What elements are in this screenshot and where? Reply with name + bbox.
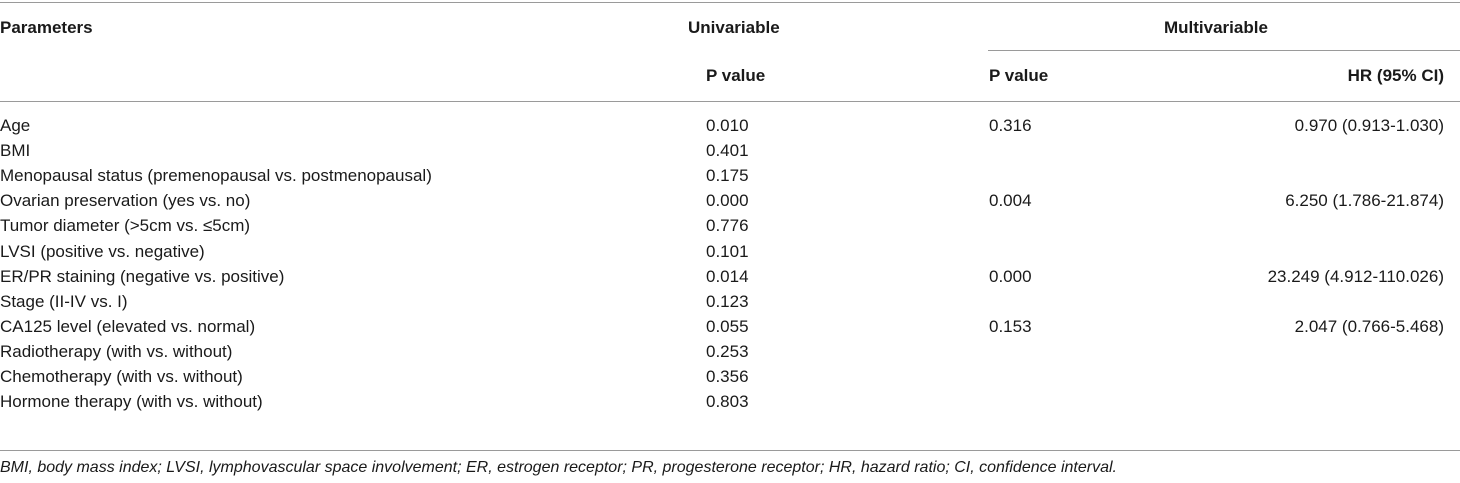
header-univariable-p-value: P value	[706, 66, 766, 85]
header-multivariable: Multivariable	[1164, 18, 1268, 37]
row-univariable-p-value: 0.776	[706, 216, 749, 235]
row-parameter: Chemotherapy (with vs. without)	[0, 367, 243, 386]
header-multivariable-p-value: P value	[989, 66, 1049, 85]
bottom-rule	[0, 450, 1460, 451]
row-univariable-p-value: 0.401	[706, 141, 749, 160]
row-parameter: Age	[0, 116, 31, 135]
top-rule	[0, 2, 1460, 3]
row-univariable-p-value: 0.175	[706, 166, 749, 185]
row-univariable-p-value: 0.253	[706, 342, 749, 361]
row-hazard-ratio: 6.250 (1.786-21.874)	[1285, 191, 1444, 210]
row-univariable-p-value: 0.123	[706, 292, 749, 311]
header-univariable: Univariable	[688, 18, 780, 37]
multivariable-rule	[988, 50, 1460, 51]
row-parameter: CA125 level (elevated vs. normal)	[0, 317, 256, 336]
row-univariable-p-value: 0.101	[706, 242, 749, 261]
row-multivariable-p-value: 0.316	[989, 116, 1032, 135]
row-hazard-ratio: 23.249 (4.912-110.026)	[1267, 267, 1444, 286]
row-univariable-p-value: 0.055	[706, 317, 749, 336]
row-parameter: Ovarian preservation (yes vs. no)	[0, 191, 251, 210]
row-univariable-p-value: 0.014	[706, 267, 749, 286]
row-parameter: Radiotherapy (with vs. without)	[0, 342, 233, 361]
row-univariable-p-value: 0.803	[706, 392, 749, 411]
row-parameter: LVSI (positive vs. negative)	[0, 242, 205, 261]
row-parameter: Stage (II-IV vs. I)	[0, 292, 128, 311]
row-parameter: Hormone therapy (with vs. without)	[0, 392, 263, 411]
row-parameter: ER/PR staining (negative vs. positive)	[0, 267, 285, 286]
header-parameters: Parameters	[0, 18, 93, 37]
row-univariable-p-value: 0.000	[706, 191, 749, 210]
header-hazard-ratio: HR (95% CI)	[1347, 66, 1444, 85]
row-univariable-p-value: 0.356	[706, 367, 749, 386]
row-parameter: BMI	[0, 141, 31, 160]
row-multivariable-p-value: 0.004	[989, 191, 1032, 210]
row-parameter: Tumor diameter (>5cm vs. ≤5cm)	[0, 216, 251, 235]
row-univariable-p-value: 0.010	[706, 116, 749, 135]
header-bottom-rule	[0, 101, 1460, 102]
row-multivariable-p-value: 0.153	[989, 317, 1032, 336]
row-parameter: Menopausal status (premenopausal vs. pos…	[0, 166, 432, 185]
row-multivariable-p-value: 0.000	[989, 267, 1032, 286]
table-footnote: BMI, body mass index; LVSI, lymphovascul…	[0, 459, 1117, 476]
row-hazard-ratio: 0.970 (0.913-1.030)	[1294, 116, 1444, 135]
row-hazard-ratio: 2.047 (0.766-5.468)	[1294, 317, 1444, 336]
